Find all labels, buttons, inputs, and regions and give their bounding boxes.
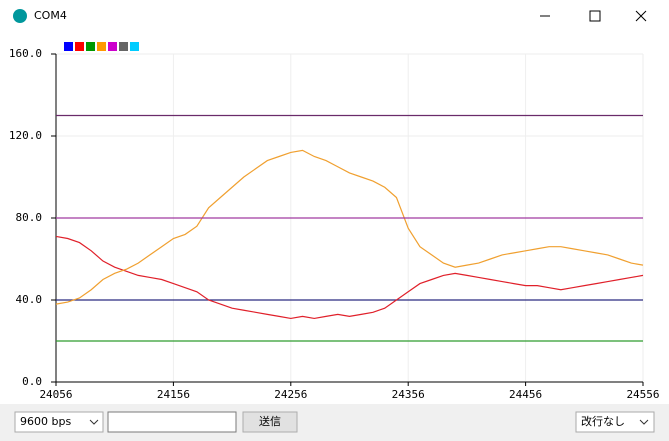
legend-swatch (97, 42, 106, 51)
y-tick-label: 160.0 (9, 47, 42, 60)
x-tick-label: 24456 (509, 388, 542, 401)
series-line (55, 149, 644, 305)
baud-select[interactable] (14, 411, 104, 433)
legend-swatch (108, 42, 117, 51)
dropdown-arrow (89, 419, 99, 425)
maximize-button[interactable] (589, 10, 601, 22)
y-tick-label: 0.0 (22, 375, 42, 388)
legend-swatch (119, 42, 128, 51)
send-label: 送信 (259, 414, 281, 428)
baud-label: 9600 bps (20, 415, 71, 428)
x-tick-label: 24556 (626, 388, 659, 401)
y-tick-label: 80.0 (16, 211, 43, 224)
send-input[interactable] (107, 411, 237, 433)
dropdown-arrow (639, 419, 649, 425)
app-icon (13, 9, 27, 23)
y-tick-label: 120.0 (9, 129, 42, 142)
series-line (55, 235, 644, 320)
send-button[interactable] (242, 411, 298, 433)
x-tick-label: 24056 (39, 388, 72, 401)
x-tick-label: 24356 (392, 388, 425, 401)
y-tick-label: 40.0 (16, 293, 43, 306)
legend-swatch (86, 42, 95, 51)
legend-swatch (75, 42, 84, 51)
x-tick-label: 24256 (274, 388, 307, 401)
line-ending-label: 改行なし (581, 414, 625, 428)
legend-swatch (64, 42, 73, 51)
window-title: COM4 (34, 9, 67, 22)
legend-swatch (130, 42, 139, 51)
line-ending-select[interactable] (575, 411, 655, 433)
x-tick-label: 24156 (157, 388, 190, 401)
close-button[interactable] (635, 10, 647, 22)
